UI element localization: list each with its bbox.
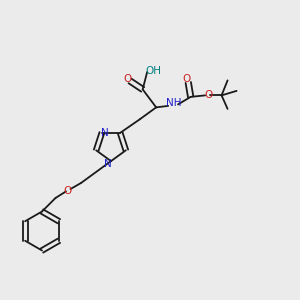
Text: O: O <box>63 185 72 196</box>
Text: O: O <box>204 90 212 100</box>
Text: OH: OH <box>146 66 162 76</box>
Text: O: O <box>123 74 131 84</box>
Text: N: N <box>101 128 109 138</box>
Text: N: N <box>104 159 112 169</box>
Text: O: O <box>183 74 191 85</box>
Text: NH: NH <box>167 98 182 109</box>
